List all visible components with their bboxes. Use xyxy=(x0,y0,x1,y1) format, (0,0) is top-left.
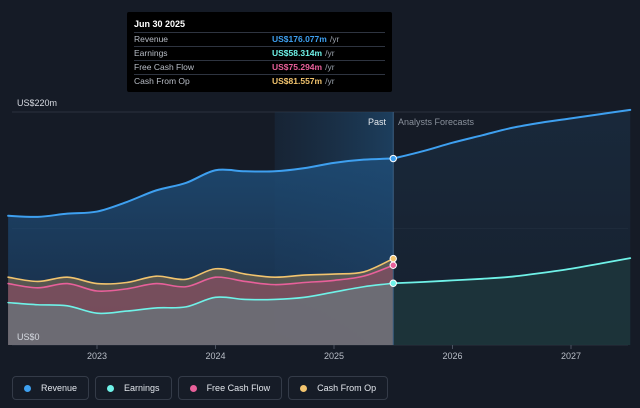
cash-from-op-line xyxy=(7,257,395,285)
tooltip-value: US$81.557m xyxy=(272,76,323,86)
tooltip-label: Free Cash Flow xyxy=(134,62,194,72)
free-cash-flow-line xyxy=(7,264,395,293)
legend-label: Earnings xyxy=(124,383,160,393)
legend-item-cash-from-op[interactable]: Cash From Op xyxy=(288,376,389,400)
tooltip-value: US$75.294m xyxy=(272,62,323,72)
tooltip-row-earnings: Earnings US$58.314m /yr xyxy=(134,46,385,60)
tooltip: Jun 30 2025 Revenue US$176.077m /yr Earn… xyxy=(127,12,392,92)
free-cash-flow-dot-icon xyxy=(189,384,197,392)
past-label: Past xyxy=(368,117,387,127)
earnings-point xyxy=(389,279,397,287)
tooltip-value: US$58.314m xyxy=(272,48,323,58)
earnings-forecast-area xyxy=(393,258,631,345)
tooltip-label: Earnings xyxy=(134,48,168,58)
tooltip-row-revenue: Revenue US$176.077m /yr xyxy=(134,32,385,46)
x-tick-label: 2027 xyxy=(561,351,581,361)
cash-from-op-dot-icon xyxy=(300,384,308,392)
earnings-forecast-line xyxy=(392,257,632,285)
revenue-forecast-line xyxy=(392,108,632,160)
legend-label: Revenue xyxy=(41,383,78,393)
forecast-label: Analysts Forecasts xyxy=(398,117,475,127)
x-tick-label: 2025 xyxy=(324,351,344,361)
free-cash-flow-point xyxy=(389,261,397,269)
tooltip-row-fcf: Free Cash Flow US$75.294m /yr xyxy=(134,60,385,74)
x-tick-label: 2026 xyxy=(442,351,462,361)
revenue-point xyxy=(389,154,397,163)
tooltip-unit: /yr xyxy=(325,62,335,72)
cash-from-op-point xyxy=(389,254,397,263)
legend-item-revenue[interactable]: Revenue xyxy=(12,376,90,400)
tooltip-unit: /yr xyxy=(329,34,340,44)
legend-label: Free Cash Flow xyxy=(206,383,271,393)
y-max-label: US$220m xyxy=(17,98,57,108)
tooltip-value: US$176.077m xyxy=(272,34,327,44)
revenue-line xyxy=(7,157,395,218)
tooltip-unit: /yr xyxy=(325,48,335,58)
legend-item-earnings[interactable]: Earnings xyxy=(95,376,172,400)
y-min-label: US$0 xyxy=(17,332,40,342)
tooltip-date: Jun 30 2025 xyxy=(134,19,186,29)
legend-item-free-cash-flow[interactable]: Free Cash Flow xyxy=(177,376,283,400)
x-tick-label: 2024 xyxy=(205,351,225,361)
earnings-line xyxy=(7,282,395,315)
tooltip-unit: /yr xyxy=(325,76,335,86)
tooltip-label: Revenue xyxy=(134,34,169,44)
legend-label: Cash From Op xyxy=(317,383,377,393)
tooltip-row-cfo: Cash From Op US$81.557m /yr xyxy=(134,74,385,88)
tooltip-label: Cash From Op xyxy=(134,76,190,86)
x-tick-label: 2023 xyxy=(87,351,107,361)
revenue-dot-icon xyxy=(24,384,31,392)
earnings-dot-icon xyxy=(107,384,115,392)
legend: Revenue Earnings Free Cash Flow Cash Fro… xyxy=(12,376,389,400)
